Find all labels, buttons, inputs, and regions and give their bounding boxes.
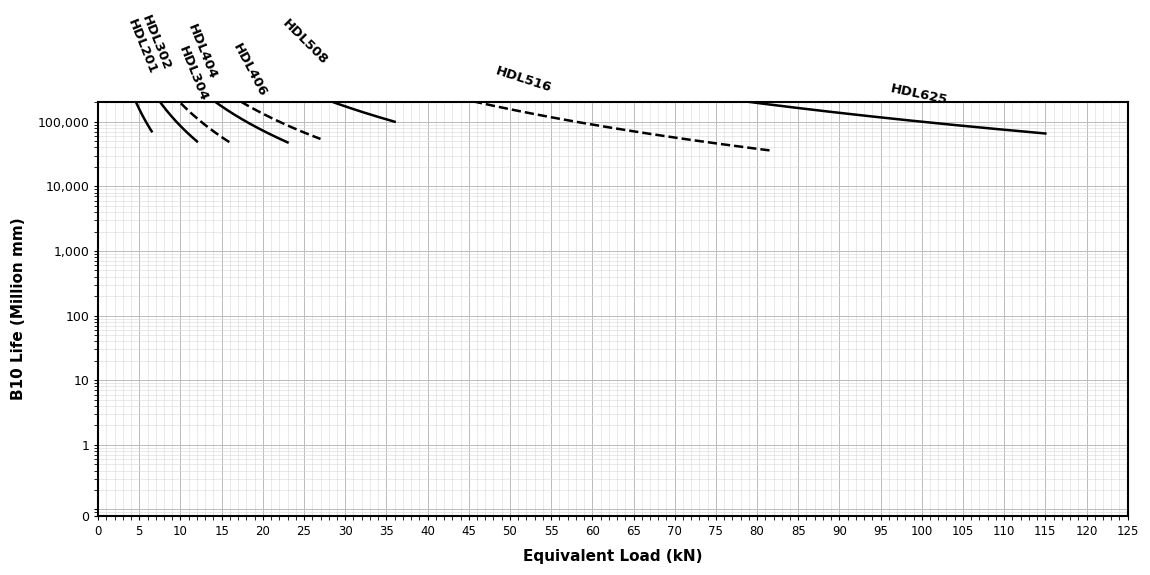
Text: HDL404: HDL404 <box>185 22 218 81</box>
X-axis label: Equivalent Load (kN): Equivalent Load (kN) <box>523 549 703 564</box>
Text: HDL508: HDL508 <box>279 17 330 67</box>
Y-axis label: B10 Life (Million mm): B10 Life (Million mm) <box>12 218 26 400</box>
Text: HDL304: HDL304 <box>176 44 210 103</box>
Text: HDL406: HDL406 <box>230 42 269 99</box>
Text: HDL625: HDL625 <box>889 82 949 107</box>
Text: HDL302: HDL302 <box>139 13 174 72</box>
Text: HDL201: HDL201 <box>124 17 159 76</box>
Text: HDL516: HDL516 <box>493 64 553 94</box>
